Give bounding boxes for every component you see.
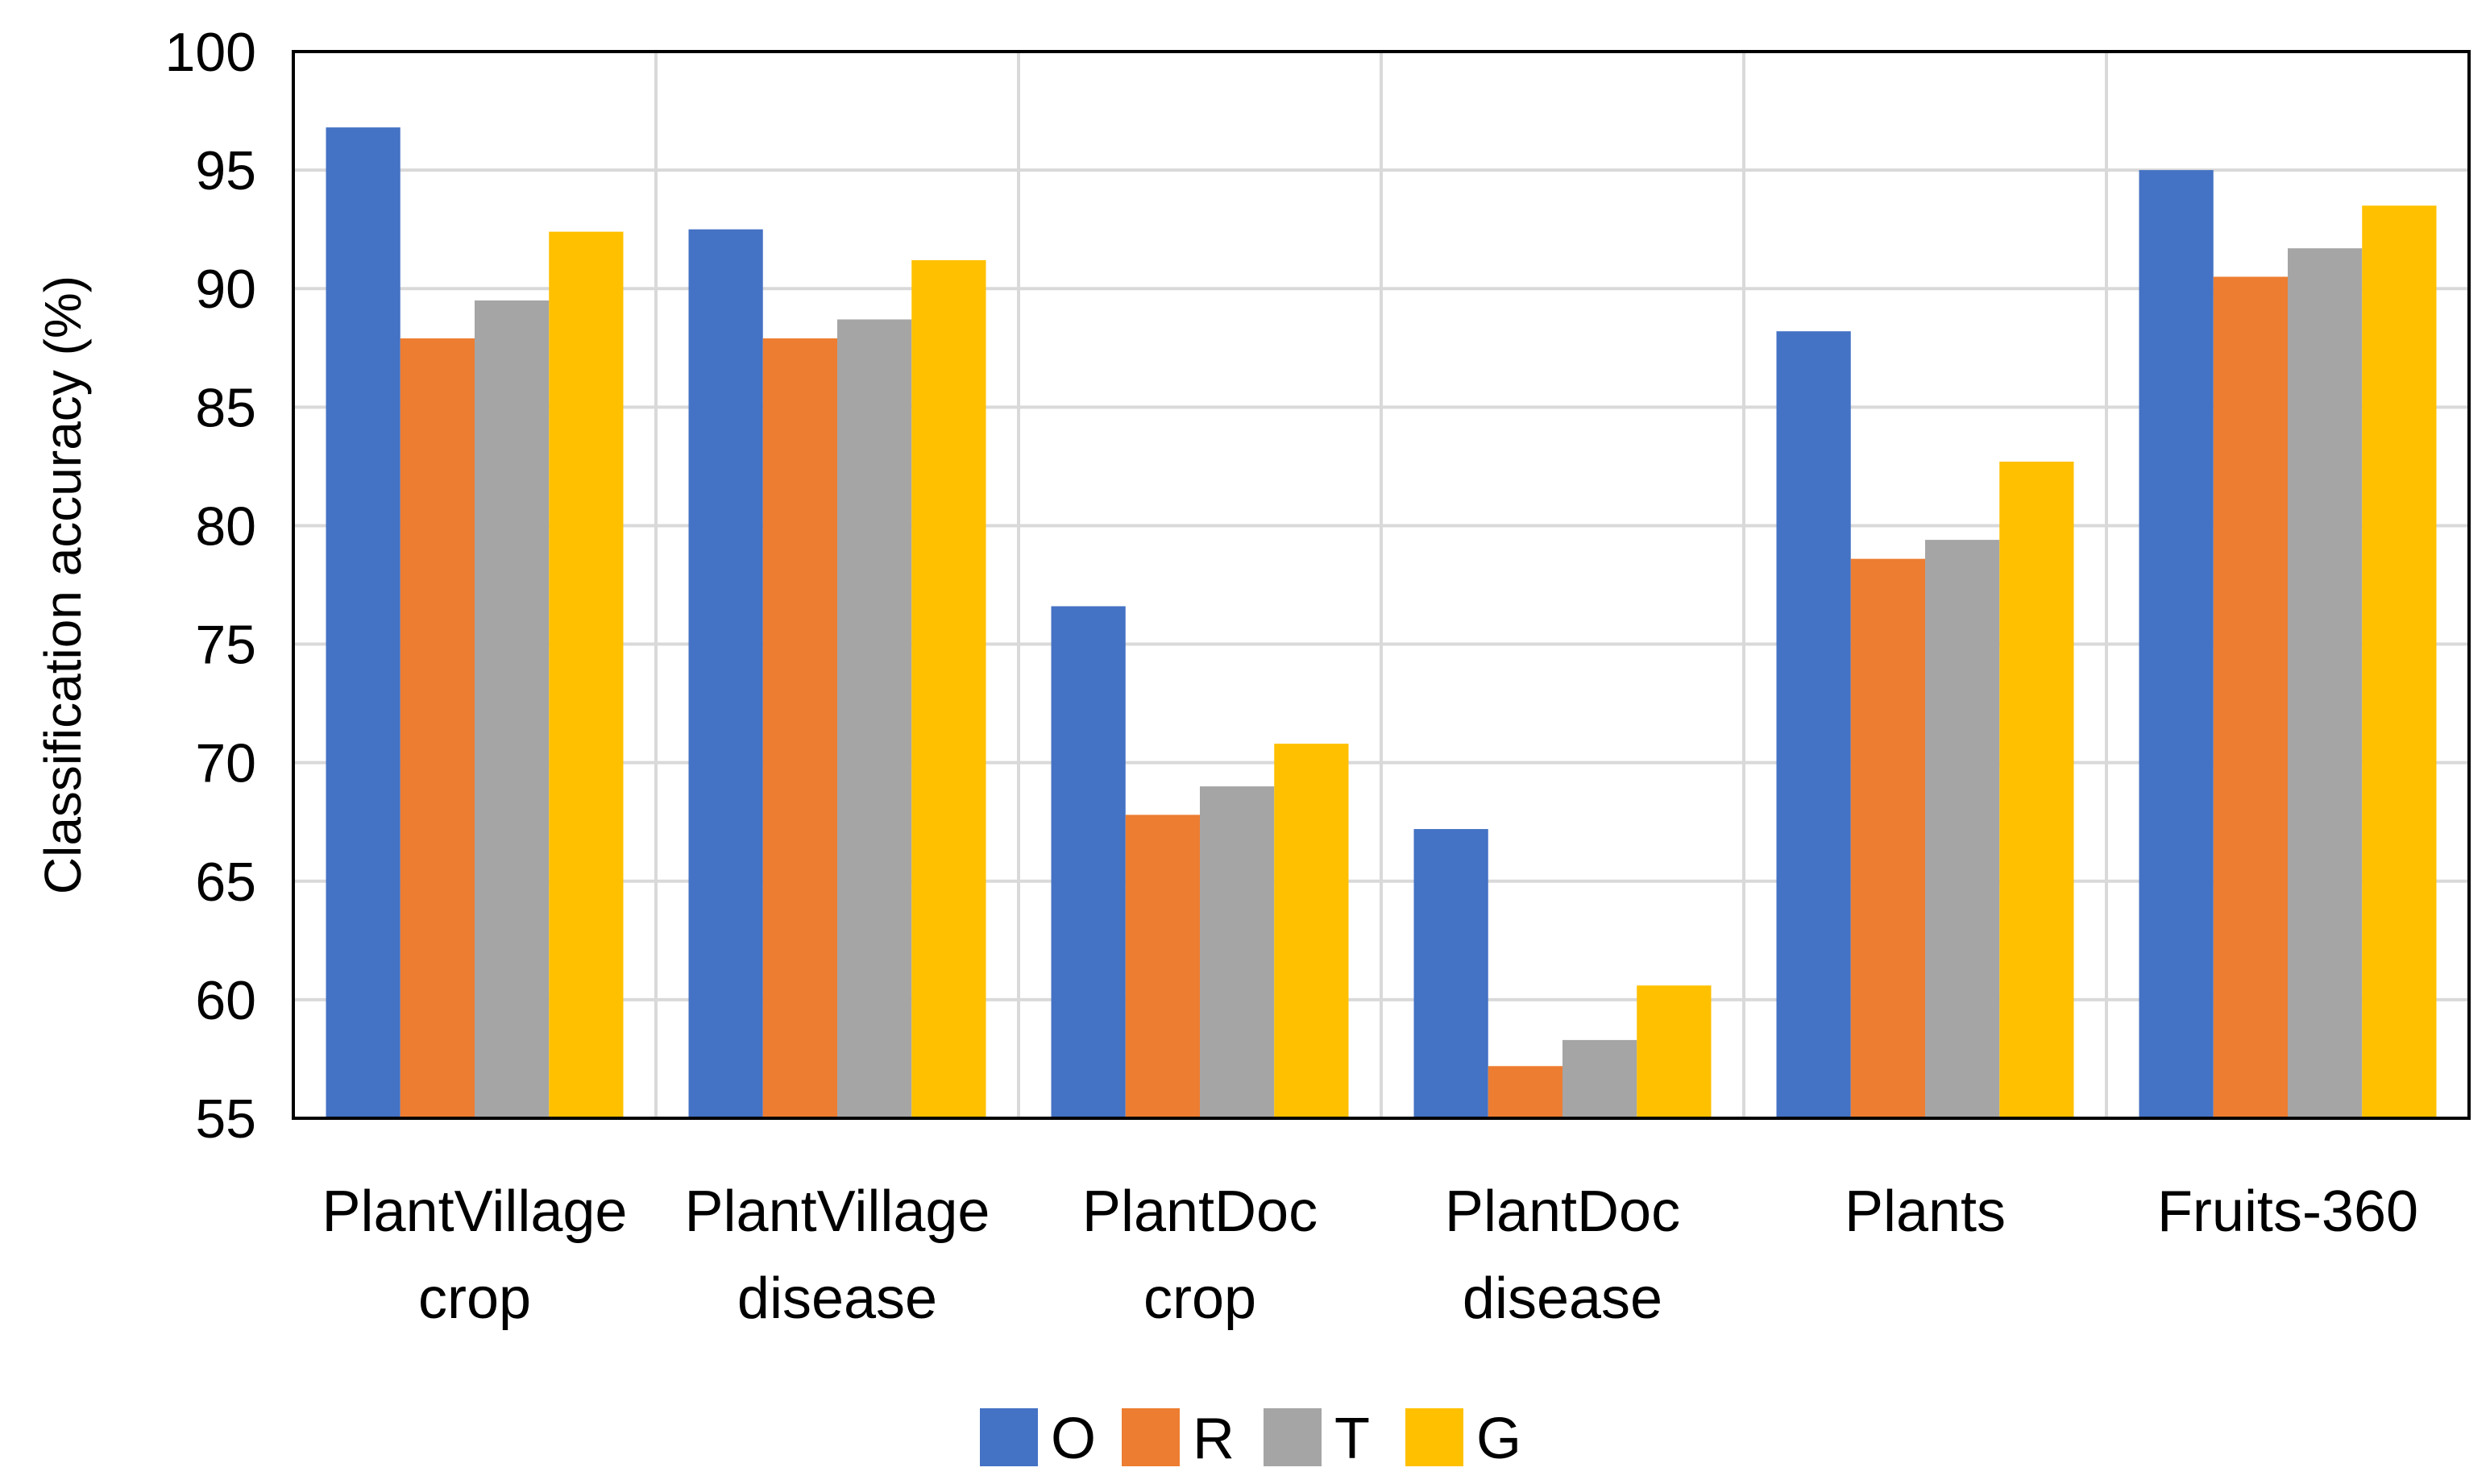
x-category-label: crop [418,1266,531,1331]
y-tick-label: 65 [195,852,256,913]
y-tick-label: 85 [195,377,256,438]
bar-R-1 [762,338,837,1118]
bar-G-0 [549,231,624,1118]
bar-R-3 [1488,1066,1562,1118]
x-category-label: PlantVillage [685,1179,990,1244]
bar-T-5 [2288,248,2363,1118]
y-tick-label: 70 [195,733,256,794]
bar-O-1 [688,229,763,1119]
bars [326,127,2437,1119]
bar-G-1 [911,259,986,1119]
legend-label: G [1476,1407,1521,1471]
plot-area-frame [292,50,2471,1120]
legend-label: T [1334,1407,1370,1471]
bar-R-5 [2213,276,2288,1118]
x-axis-categories: PlantVillage crop PlantVillage disease Plant… [322,1179,2419,1331]
y-axis-ticks: 55 60 65 70 75 80 85 90 95 100 [165,22,256,1150]
y-tick-label: 80 [195,495,256,557]
x-category-label: PlantDoc [1445,1179,1680,1244]
bar-G-5 [2362,205,2437,1119]
y-tick-label: 95 [195,140,256,201]
bar-G-3 [1637,985,1712,1118]
bar-G-2 [1274,744,1349,1118]
x-category-label: disease [737,1266,937,1331]
bar-T-2 [1200,786,1275,1118]
bar-R-2 [1125,815,1200,1118]
x-category-label: PlantVillage [322,1179,628,1244]
bar-O-2 [1051,606,1126,1118]
y-tick-label: 100 [165,22,256,83]
legend-swatch-G [1405,1408,1463,1466]
bar-O-5 [2139,170,2214,1119]
bar-O-4 [1776,331,1851,1118]
bar-O-3 [1413,829,1488,1118]
bar-R-0 [400,338,475,1118]
legend-swatch-O [980,1408,1038,1466]
bar-O-0 [326,127,400,1118]
bar-T-1 [837,319,912,1119]
legend-label: R [1193,1407,1235,1471]
legend-swatch-R [1122,1408,1180,1466]
x-category-label: crop [1143,1266,1256,1331]
grid-lines [293,52,2469,1118]
y-tick-label: 60 [195,970,256,1031]
y-tick-label: 55 [195,1088,256,1150]
bar-T-3 [1562,1039,1637,1118]
bar-R-4 [1850,558,1925,1118]
bar-G-4 [1999,462,2074,1118]
x-category-label: PlantDoc [1082,1179,1318,1244]
x-category-label: disease [1463,1266,1662,1331]
legend-swatch-T [1264,1408,1322,1466]
bar-T-0 [475,300,550,1118]
y-axis-title: Classification accuracy (%) [34,276,92,894]
y-tick-label: 75 [195,615,256,676]
x-category-label: Fruits-360 [2157,1179,2418,1244]
bar-T-4 [1925,540,2000,1118]
x-category-label: Plants [1845,1179,2006,1244]
legend-label: O [1051,1407,1096,1471]
y-tick-label: 90 [195,259,256,320]
